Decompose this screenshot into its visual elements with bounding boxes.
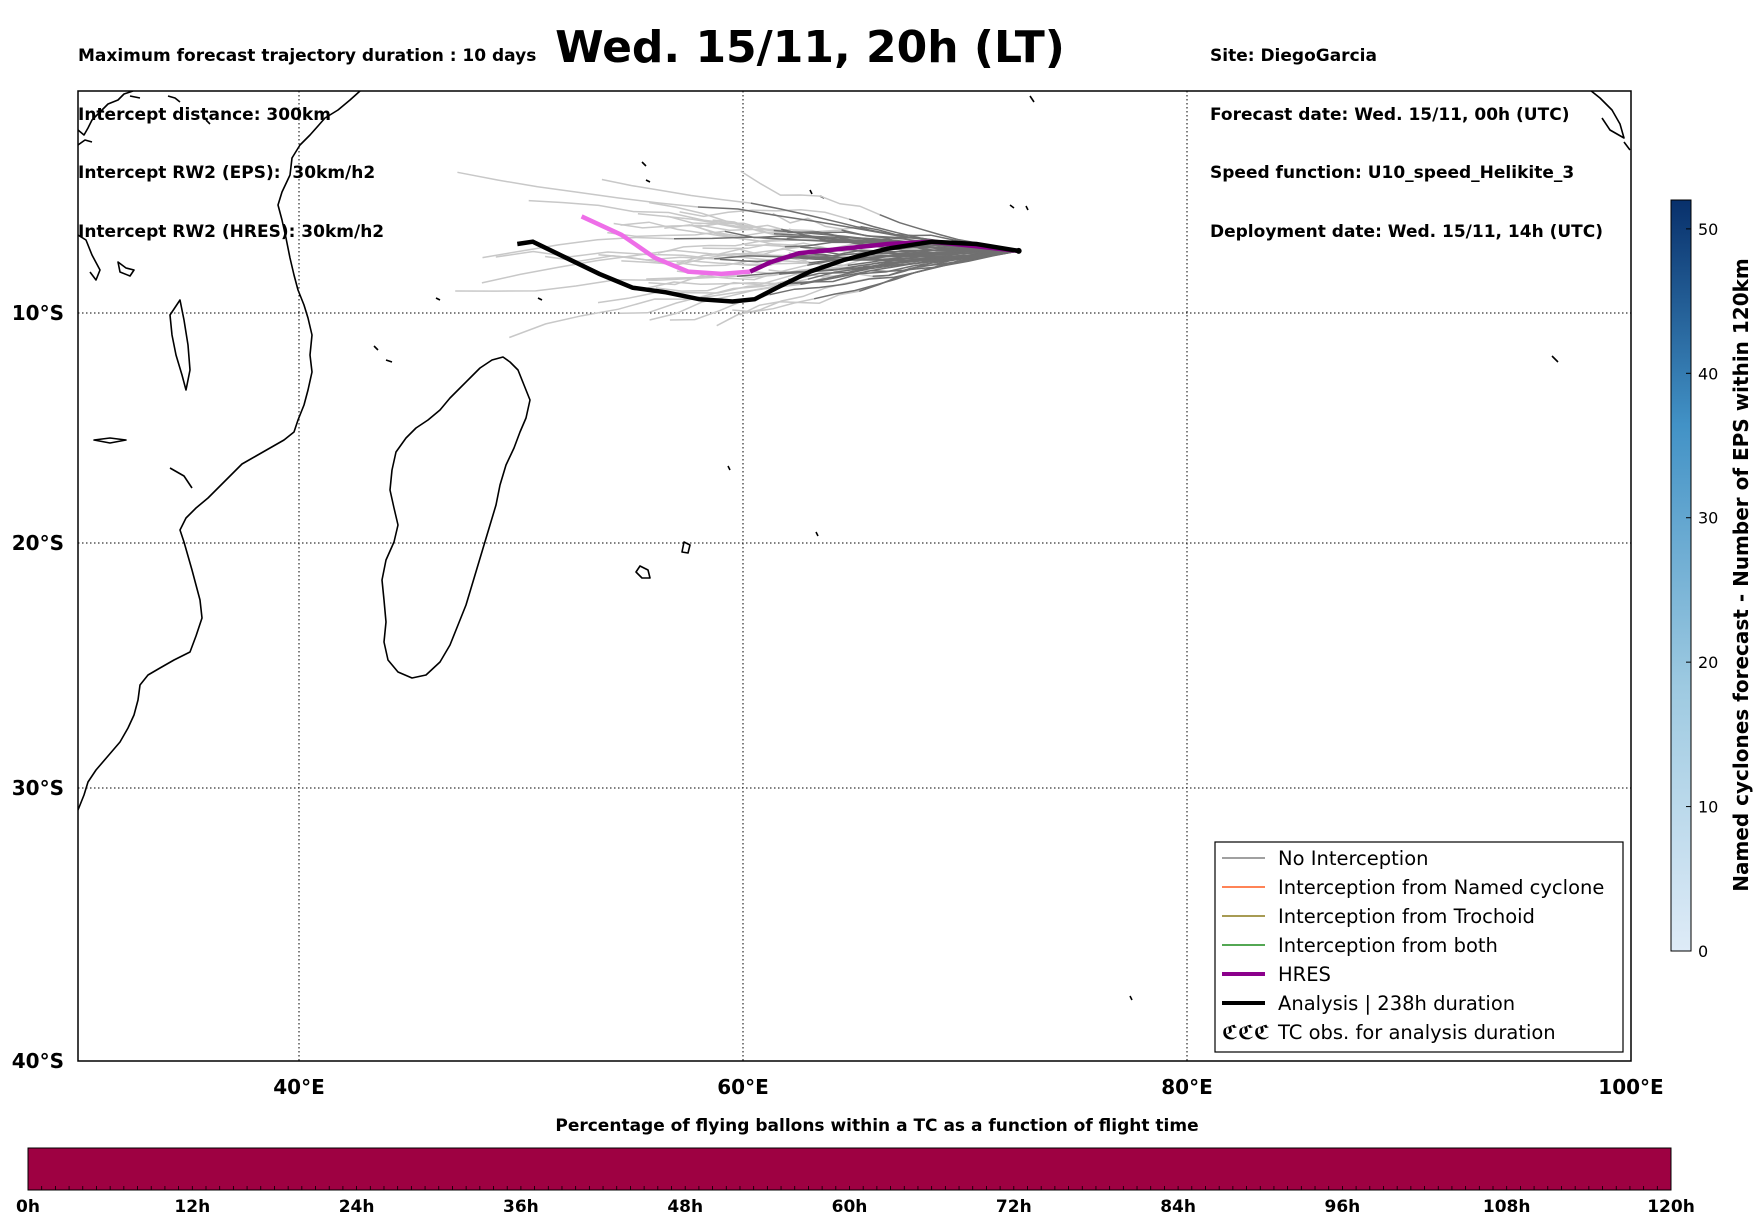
legend-label-both: Interception from both [1278,934,1498,957]
ensemble-track-extension [482,236,675,259]
flight-time-tick-label: 0h [16,1197,40,1217]
africa-coastline [78,91,361,811]
flight-time-tick-label: 24h [339,1197,375,1217]
flight-time-tick-label: 120h [1647,1197,1695,1217]
legend: No Interception Interception from Named … [1214,841,1624,1053]
mozambique-channel-islands [93,261,193,489]
legend-label-analysis: Analysis | 238h duration [1278,992,1515,1015]
flight-time-tick-labels: 0h 12h 24h 36h 48h 60h 72h 84h 96h 108h 120h [16,1197,1695,1217]
ensemble-track-extension [657,237,787,254]
header-line-site: Site: DiegoGarcia [1210,46,1377,66]
ensemble-track-extension [667,215,793,233]
colorbar-tick-label: 30 [1698,509,1718,528]
ensemble-track-extension [495,250,720,261]
analysis-track [516,239,1020,304]
legend-box [1214,841,1624,1053]
flight-time-tick-label: 84h [1160,1197,1196,1217]
ensemble-track [889,250,1019,276]
lat-label-20s: 20°S [12,531,64,555]
lat-label-30s: 30°S [12,776,64,800]
ensemble-track-extension [648,264,808,286]
lat-label-10s: 10°S [12,301,64,325]
legend-label-tc-obs: TC obs. for analysis duration [1277,1021,1556,1044]
header-line-deployment-date: Deployment date: Wed. 15/11, 14h (UTC) [1210,221,1604,242]
lon-label-60e: 60°E [717,1075,769,1099]
tc-obs-icon: ℭℭℭ [1222,1021,1270,1044]
ensemble-track-extension [457,171,698,208]
ensemble-track-extension [597,283,779,304]
header-line-distance: Intercept distance: 300km [78,104,331,125]
site-marker [1015,247,1022,254]
colorbar-gradient [1670,199,1692,952]
longitude-labels: 40°E 60°E 80°E 100°E [273,1075,1663,1099]
colorbar-tick-label: 20 [1698,653,1718,672]
colorbar-tick-label: 0 [1698,942,1708,961]
legend-label-no-interception: No Interception [1278,847,1429,870]
colorbar-label: Named cyclones forecast - Number of EPS … [1729,258,1753,892]
flight-time-bar: 0h 12h 24h 36h 48h 60h 72h 84h 96h 108h 120h [16,1147,1695,1217]
ensemble-track-extension [647,281,781,289]
map-title: Wed. 15/11, 20h (LT) [555,22,1065,73]
flight-time-minor-ticks [27,1186,1672,1190]
flight-time-bar-title: Percentage of flying ballons within a TC… [555,1116,1199,1136]
hres-track-extended [580,214,751,277]
colorbar-ticks: 0 10 20 30 40 50 [1686,220,1718,961]
ensemble-track-extension [481,249,789,284]
ensemble-track-extension [739,290,860,316]
flight-time-tick-label: 12h [174,1197,210,1217]
flight-time-tick-label: 60h [832,1197,868,1217]
map-frame [77,90,1632,1062]
header-line-rw2-eps: Intercept RW2 (EPS): 30km/h2 [78,163,376,183]
madagascar-coastline [381,356,531,679]
lon-label-100e: 100°E [1598,1075,1663,1099]
colorbar-tick-label: 10 [1698,798,1718,817]
header-line-forecast-date: Forecast date: Wed. 15/11, 00h (UTC) [1210,104,1570,125]
somalia-horn [78,234,101,281]
ensemble-track-extension [740,170,880,216]
ensemble-track-extension [601,178,751,204]
header-left-info: Maximum forecast trajectory duration : 1… [78,8,536,262]
colorbar-tick-label: 40 [1698,364,1718,383]
flight-time-tick-label: 108h [1483,1197,1531,1217]
flight-time-tick-label: 36h [503,1197,539,1217]
lon-label-80e: 80°E [1161,1075,1213,1099]
mascarene-islands [635,541,691,579]
legend-label-hres: HRES [1278,963,1331,986]
header-line-duration: Maximum forecast trajectory duration : 1… [78,46,537,66]
colorbar-cyclones: 0 10 20 30 40 50 Named cyclones forecast - Nu… [1670,199,1753,961]
ensemble-track-extension [455,275,737,292]
flight-time-bar-fill [27,1147,1672,1191]
lon-label-40e: 40°E [273,1075,325,1099]
ensemble-track-extension [649,201,782,231]
lat-label-40s: 40°S [12,1049,64,1073]
ensemble-track-extension [619,279,791,315]
flight-time-tick-label: 48h [667,1197,703,1217]
colorbar-tick-label: 50 [1698,220,1718,239]
legend-label-trochoid: Interception from Trochoid [1278,905,1535,928]
ensemble-track [807,250,1019,280]
latitude-labels: 10°S 20°S 30°S 40°S [12,301,64,1073]
header-line-speed-function: Speed function: U10_speed_Helikite_3 [1210,163,1575,183]
legend-label-named-cyclone: Interception from Named cyclone [1278,876,1604,899]
flight-time-tick-label: 96h [1325,1197,1361,1217]
header-right-info: Site: DiegoGarcia Forecast date: Wed. 15… [1210,8,1603,262]
graticule [78,91,1631,1061]
flight-time-tick-label: 72h [996,1197,1032,1217]
ensemble-track-extension [620,221,820,243]
header-line-rw2-hres: Intercept RW2 (HRES): 30km/h2 [78,221,385,242]
